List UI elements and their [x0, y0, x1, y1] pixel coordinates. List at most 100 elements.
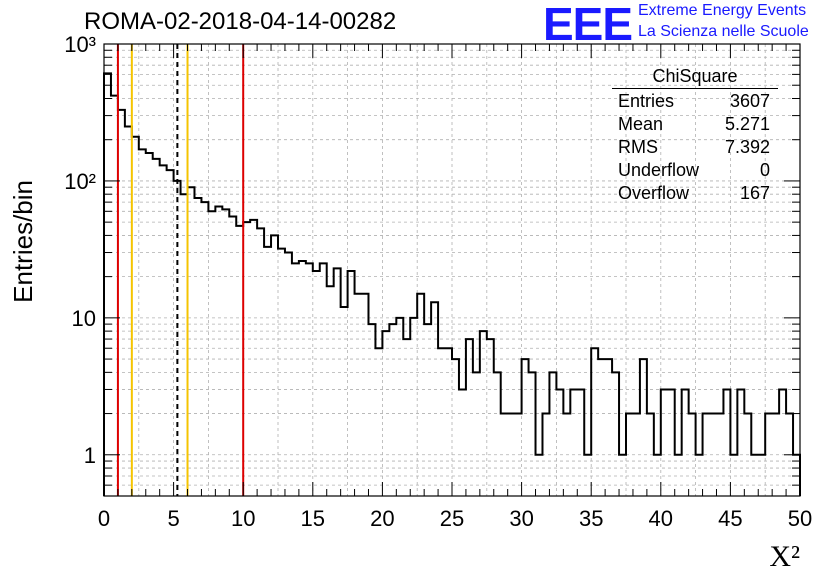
x-tick-label: 35: [579, 506, 603, 531]
stats-value: 7.392: [724, 137, 770, 157]
grid-lines: [103, 43, 801, 497]
histogram-bin: [723, 389, 730, 496]
histogram-bin: [201, 202, 208, 496]
histogram-group: [103, 72, 801, 496]
histogram-bin: [396, 318, 403, 496]
histogram-bin: [208, 211, 215, 496]
histogram-bin: [118, 110, 125, 496]
logo-tagline-2: La Scienza nelle Scuole: [638, 23, 809, 40]
y-tick-label: 10: [72, 306, 96, 331]
histogram-bin: [125, 126, 132, 496]
y-tick-label: 10³: [64, 32, 96, 57]
x-tick-label: 25: [440, 506, 464, 531]
stats-label: Underflow: [618, 160, 700, 180]
histogram-bin: [236, 226, 243, 496]
stats-box: ChiSquare Entries 3607 Mean 5.271 RMS 7.…: [612, 66, 778, 205]
histogram-bin: [389, 324, 396, 496]
logo-tagline-1: Extreme Energy Events: [638, 2, 807, 19]
axis-ticks: [103, 43, 801, 497]
histogram-bin: [779, 389, 786, 496]
histogram-bin: [424, 324, 431, 496]
stats-label: Overflow: [618, 183, 690, 203]
histogram-bin: [466, 339, 473, 496]
histogram-bin: [410, 318, 417, 496]
x-tick-label: 50: [788, 506, 812, 531]
x-tick-label: 5: [167, 506, 179, 531]
histogram-bin: [529, 372, 536, 496]
histogram-bin: [348, 271, 355, 496]
x-axis-label: X²: [769, 540, 800, 572]
x-tick-label: 30: [509, 506, 533, 531]
histogram-bin: [368, 324, 375, 496]
histogram-bin: [104, 73, 111, 496]
stats-label: Entries: [618, 91, 675, 111]
histogram-bin: [271, 235, 278, 496]
histogram-bin: [737, 389, 744, 496]
stats-value: 167: [739, 183, 770, 203]
histogram-outline: [103, 72, 801, 496]
histogram-bin: [556, 389, 563, 496]
histogram-bin: [438, 348, 445, 496]
histogram-bin: [668, 389, 675, 496]
y-tick-label: 10²: [64, 169, 96, 194]
x-tick-label: 20: [370, 506, 394, 531]
histogram-bin: [215, 207, 222, 496]
x-tick-label: 45: [718, 506, 742, 531]
histogram-bin: [605, 359, 612, 496]
histogram-bin: [139, 149, 146, 496]
histogram-bin: [494, 372, 501, 496]
histogram-bin: [452, 359, 459, 496]
histogram-bin: [570, 389, 577, 496]
histogram-bin: [334, 268, 341, 496]
chart-title: ROMA-02-2018-04-14-00282: [84, 8, 397, 35]
stats-row-entries: Entries 3607: [612, 90, 778, 113]
stats-row-overflow: Overflow 167: [612, 182, 778, 205]
histogram-bin: [591, 348, 598, 496]
x-tick-label: 40: [649, 506, 673, 531]
eee-logo: EEE: [543, 0, 633, 50]
histogram-bin: [181, 194, 188, 496]
stats-row-rms: RMS 7.392: [612, 136, 778, 159]
histogram-bin: [111, 96, 118, 496]
histogram-bin: [264, 247, 271, 496]
histogram-bin: [160, 165, 167, 496]
histogram-bin: [403, 339, 410, 496]
tick-labels: 0 5 10 15 20 25 30 35 40 45 50 1 10 10² 10³: [64, 32, 812, 531]
x-tick-label: 0: [98, 506, 110, 531]
histogram-bin: [522, 359, 529, 496]
x-tick-label: 10: [231, 506, 255, 531]
stats-value: 0: [759, 160, 770, 180]
histogram-bin: [167, 170, 174, 496]
histogram-bin: [682, 389, 689, 496]
histogram-bin: [549, 372, 556, 496]
histogram-bin: [445, 348, 452, 496]
stats-label: RMS: [618, 137, 658, 157]
histogram-bin: [153, 159, 160, 496]
histogram-bin: [285, 253, 292, 496]
histogram-bin: [577, 389, 584, 496]
histogram-bin: [188, 187, 195, 496]
histogram-bin: [640, 359, 647, 496]
histogram-bin: [257, 228, 264, 496]
y-axis-label: Entries/bin: [8, 180, 38, 303]
histogram-bin: [229, 216, 236, 496]
histogram-bin: [313, 271, 320, 496]
histogram-bin: [598, 359, 605, 496]
stats-title: ChiSquare: [612, 66, 778, 89]
stats-row-underflow: Underflow 0: [612, 159, 778, 182]
histogram-bin: [132, 137, 139, 496]
histogram-bin: [194, 198, 201, 496]
stats-row-mean: Mean 5.271: [612, 113, 778, 136]
histogram-bin: [661, 389, 668, 496]
histogram-bin: [612, 372, 619, 496]
histogram-bin: [473, 372, 480, 496]
stats-value: 5.271: [724, 114, 770, 134]
histogram-bin: [375, 348, 382, 496]
x-tick-label: 15: [301, 506, 325, 531]
histogram-bin: [459, 389, 466, 496]
stats-value: 3607: [729, 91, 770, 111]
histogram-bin: [487, 339, 494, 496]
stats-label: Mean: [618, 114, 664, 134]
reference-lines: [116, 44, 245, 496]
